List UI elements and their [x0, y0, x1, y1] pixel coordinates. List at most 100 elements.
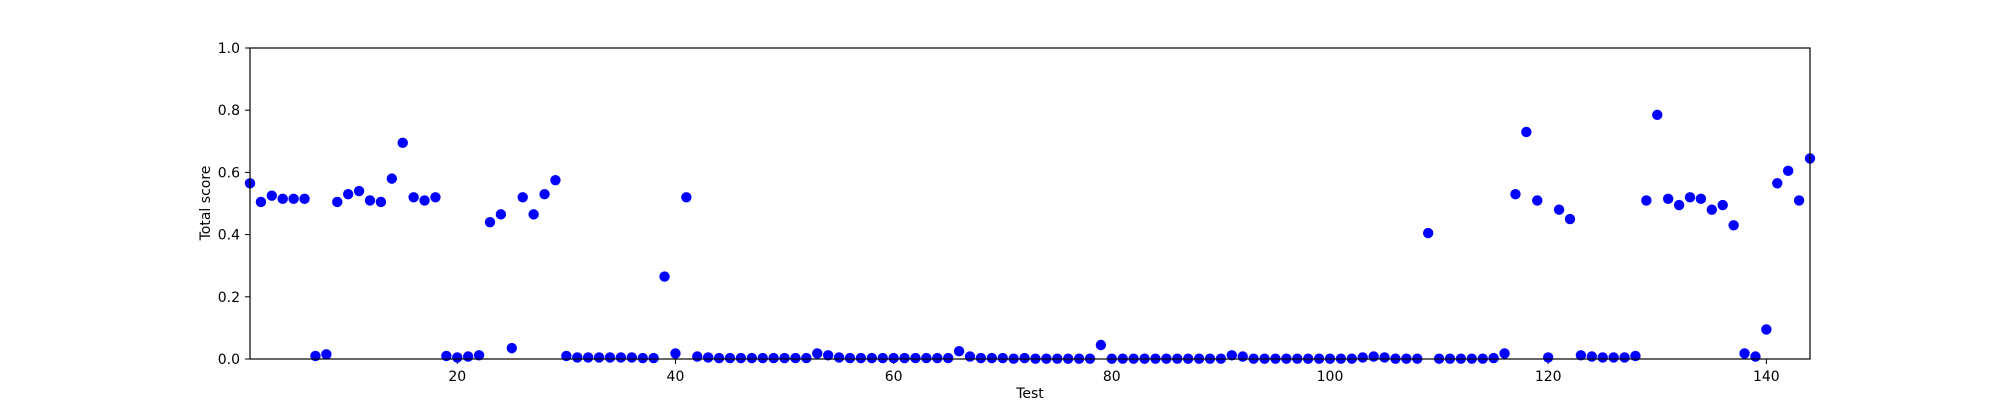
data-point — [986, 352, 998, 364]
data-point — [364, 195, 376, 206]
x-tick-label: 100 — [1317, 369, 1344, 385]
data-point — [1739, 348, 1750, 359]
data-point — [452, 352, 463, 363]
data-point — [408, 192, 419, 203]
data-point — [648, 352, 659, 364]
data-point — [1575, 350, 1587, 361]
data-point — [1597, 352, 1608, 363]
y-tick-label: 0.2 — [218, 290, 240, 306]
data-point — [1750, 351, 1761, 362]
data-point — [604, 352, 616, 363]
data-point — [1586, 351, 1598, 362]
data-point — [353, 185, 365, 197]
data-point — [528, 209, 539, 220]
data-point — [735, 352, 747, 364]
data-point — [484, 216, 496, 228]
data-point — [866, 352, 878, 364]
data-point — [299, 193, 310, 205]
data-point — [1619, 352, 1630, 363]
data-point — [790, 352, 801, 364]
data-point — [1226, 350, 1238, 361]
data-point — [430, 192, 441, 203]
data-point — [779, 352, 790, 364]
data-point — [1422, 227, 1434, 239]
data-point — [932, 352, 943, 364]
data-point — [964, 351, 976, 362]
data-point — [681, 192, 692, 203]
x-tick-label: 80 — [1103, 369, 1121, 385]
data-point — [386, 173, 398, 184]
axes-layer: 20 40 60 80 100 120 140 0.0 0.2 0.4 0.6 0.8 1.0 — [218, 41, 1780, 385]
data-point — [342, 188, 354, 200]
data-point — [1499, 348, 1510, 359]
data-point — [517, 192, 528, 203]
data-point — [1553, 204, 1565, 215]
data-point — [1019, 352, 1030, 364]
data-point — [855, 352, 867, 364]
data-point — [702, 352, 714, 363]
data-point — [1608, 352, 1619, 363]
data-point — [375, 196, 387, 208]
data-point — [593, 352, 605, 363]
plot-area-frame — [249, 47, 1811, 360]
data-point — [1510, 188, 1521, 200]
data-point — [692, 351, 703, 362]
data-point — [746, 352, 758, 364]
data-point — [637, 352, 648, 364]
data-point — [572, 352, 583, 363]
data-point — [1673, 199, 1685, 211]
data-point — [975, 352, 987, 364]
data-point — [888, 352, 899, 364]
data-point — [822, 350, 834, 361]
data-point — [550, 174, 561, 186]
data-point — [1521, 126, 1532, 138]
data-point — [1237, 351, 1248, 362]
y-tick-label: 0.0 — [218, 352, 240, 368]
data-point — [713, 352, 725, 364]
y-tick-label: 1.0 — [218, 41, 240, 57]
data-point — [768, 352, 779, 364]
y-axis-label: Total score — [198, 166, 214, 242]
data-point — [462, 351, 474, 362]
data-point — [997, 352, 1008, 364]
data-point — [332, 196, 343, 208]
data-point — [1368, 351, 1379, 362]
data-point — [659, 271, 670, 282]
data-point — [921, 352, 932, 364]
data-point — [757, 352, 768, 364]
data-point — [288, 193, 299, 205]
y-tick-label: 0.6 — [218, 165, 240, 181]
data-point — [801, 352, 812, 364]
x-axis-label: Test — [1015, 386, 1044, 400]
data-point — [910, 352, 921, 364]
x-tick-label: 20 — [448, 369, 466, 385]
data-point — [1772, 178, 1783, 189]
data-point — [670, 348, 681, 359]
data-point — [833, 352, 845, 363]
data-point — [321, 349, 332, 360]
data-point — [1728, 220, 1739, 231]
data-point — [812, 348, 823, 359]
data-point — [506, 342, 518, 354]
data-point — [1684, 192, 1696, 203]
data-point — [473, 350, 485, 361]
data-point — [877, 352, 888, 364]
data-point — [844, 352, 856, 364]
data-point — [1532, 195, 1543, 206]
data-point — [1357, 352, 1368, 363]
data-point — [1695, 193, 1707, 205]
data-point — [1761, 324, 1772, 335]
data-point — [1662, 193, 1674, 205]
y-tick-label: 0.4 — [218, 228, 240, 244]
data-point — [724, 352, 736, 364]
data-point — [1717, 199, 1728, 211]
data-point — [539, 188, 550, 200]
x-tick-label: 40 — [667, 369, 685, 385]
data-point — [942, 352, 954, 364]
points-layer — [244, 109, 1816, 364]
data-point — [1564, 213, 1576, 225]
data-point — [277, 193, 288, 205]
data-point — [419, 195, 430, 206]
